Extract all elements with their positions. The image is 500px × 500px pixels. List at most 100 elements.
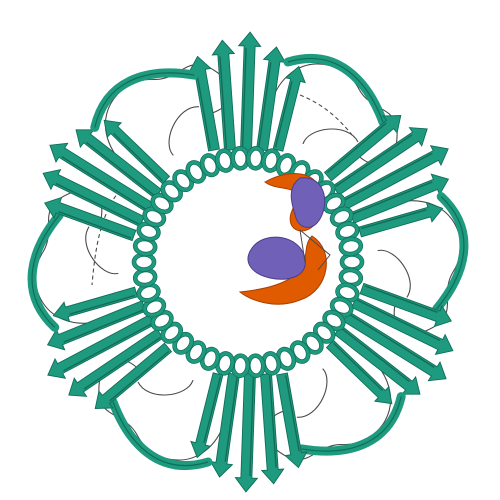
beta-blade <box>108 372 308 493</box>
ribbon-edge <box>112 401 209 467</box>
helix-turn <box>313 321 336 344</box>
beta-arrow <box>272 65 306 152</box>
beta-arrow <box>332 127 428 196</box>
connecting-ribbon <box>283 53 388 127</box>
beta-blade <box>42 68 199 242</box>
ribbon-edge <box>436 196 465 310</box>
beta-arrow <box>342 310 447 382</box>
beta-arrow <box>46 300 147 351</box>
beta-strand <box>332 127 428 196</box>
strand-shade <box>343 152 433 201</box>
beta-strand <box>358 201 444 238</box>
beta-arrow <box>325 339 393 405</box>
beta-strand <box>209 372 240 478</box>
loop-strand <box>296 368 328 418</box>
beta-arrow <box>103 119 171 185</box>
beta-strand <box>323 115 402 182</box>
beta-strand <box>47 314 156 379</box>
beta-arrow <box>260 373 285 485</box>
helix-turn <box>230 353 251 378</box>
beta-strand <box>333 325 421 395</box>
partner-lobe <box>247 236 306 280</box>
beta-strand <box>260 373 285 485</box>
beta-strand <box>256 46 287 152</box>
beta-blade <box>297 282 454 456</box>
helix-turn <box>338 236 364 257</box>
ribbon-edge <box>301 396 402 452</box>
strand-shade <box>61 156 147 211</box>
strand-shade <box>268 375 277 468</box>
ribbon-edge <box>31 214 60 328</box>
beta-blade <box>188 31 388 152</box>
beta-arrow <box>234 373 259 493</box>
strand-shade <box>109 350 170 402</box>
strand-shade <box>352 181 433 215</box>
connecting-ribbon <box>27 210 64 332</box>
beta-strand <box>340 145 449 210</box>
beta-arrow <box>359 282 452 328</box>
beta-strand <box>42 168 146 228</box>
beta-arrow <box>47 314 156 379</box>
strand-shade <box>196 72 211 149</box>
helix-turn <box>150 192 174 215</box>
connecting-ribbon <box>432 192 469 314</box>
strand-shade <box>241 47 247 148</box>
helix-coil <box>339 237 363 256</box>
beta-strand <box>68 328 164 397</box>
beta-arrow <box>42 168 146 228</box>
beta-arrow <box>237 31 262 151</box>
strand-shade <box>63 323 153 372</box>
beta-arrow <box>94 342 173 409</box>
bound-ligand <box>238 173 331 305</box>
strand-shade <box>285 375 300 452</box>
beta-arrow <box>349 173 450 224</box>
beta-strand <box>325 339 393 405</box>
beta-strand <box>46 300 147 351</box>
beta-sheet-layer <box>27 31 469 493</box>
helix-turn <box>322 309 346 332</box>
strand-shade <box>349 313 435 368</box>
linker-loop <box>299 229 331 271</box>
beta-strand <box>44 196 137 242</box>
strand-shade <box>360 209 427 230</box>
strand-shade <box>333 342 383 391</box>
beta-arrow <box>323 115 402 182</box>
strand-shade <box>58 211 132 239</box>
strand-shade <box>224 376 238 462</box>
beta-arrow <box>68 328 164 397</box>
strand-shade <box>55 182 139 225</box>
connecting-ribbon <box>108 397 213 471</box>
beta-arrow <box>75 129 163 199</box>
helix-turn <box>131 252 157 272</box>
beta-strand <box>350 296 454 356</box>
beta-arrow <box>350 296 454 356</box>
strand-shade <box>326 122 387 174</box>
ribbon-edge <box>287 57 384 123</box>
disordered-loop <box>91 189 121 286</box>
beta-arrow <box>333 325 421 395</box>
strand-shade <box>274 81 293 148</box>
ribbon-edge <box>94 72 195 128</box>
loop-strand <box>302 128 359 145</box>
strand-shade <box>335 134 413 187</box>
beta-strand <box>276 372 308 469</box>
beta-strand <box>103 119 171 185</box>
beta-arrow <box>209 372 240 478</box>
beta-strand <box>349 173 450 224</box>
beta-strand <box>234 373 259 493</box>
partner-lobe <box>290 177 326 228</box>
helix-turn <box>160 180 183 203</box>
strand-shade <box>341 328 410 383</box>
beta-blade <box>27 210 173 409</box>
strand-shade <box>113 133 163 182</box>
strand-shade <box>258 62 272 148</box>
strand-shade <box>364 285 438 313</box>
beta-arrow <box>211 39 236 151</box>
beta-arrow <box>49 142 154 214</box>
helix-turn <box>172 331 195 355</box>
beta-strand <box>190 372 224 459</box>
beta-arrow <box>276 372 308 469</box>
beta-arrow <box>190 372 224 459</box>
